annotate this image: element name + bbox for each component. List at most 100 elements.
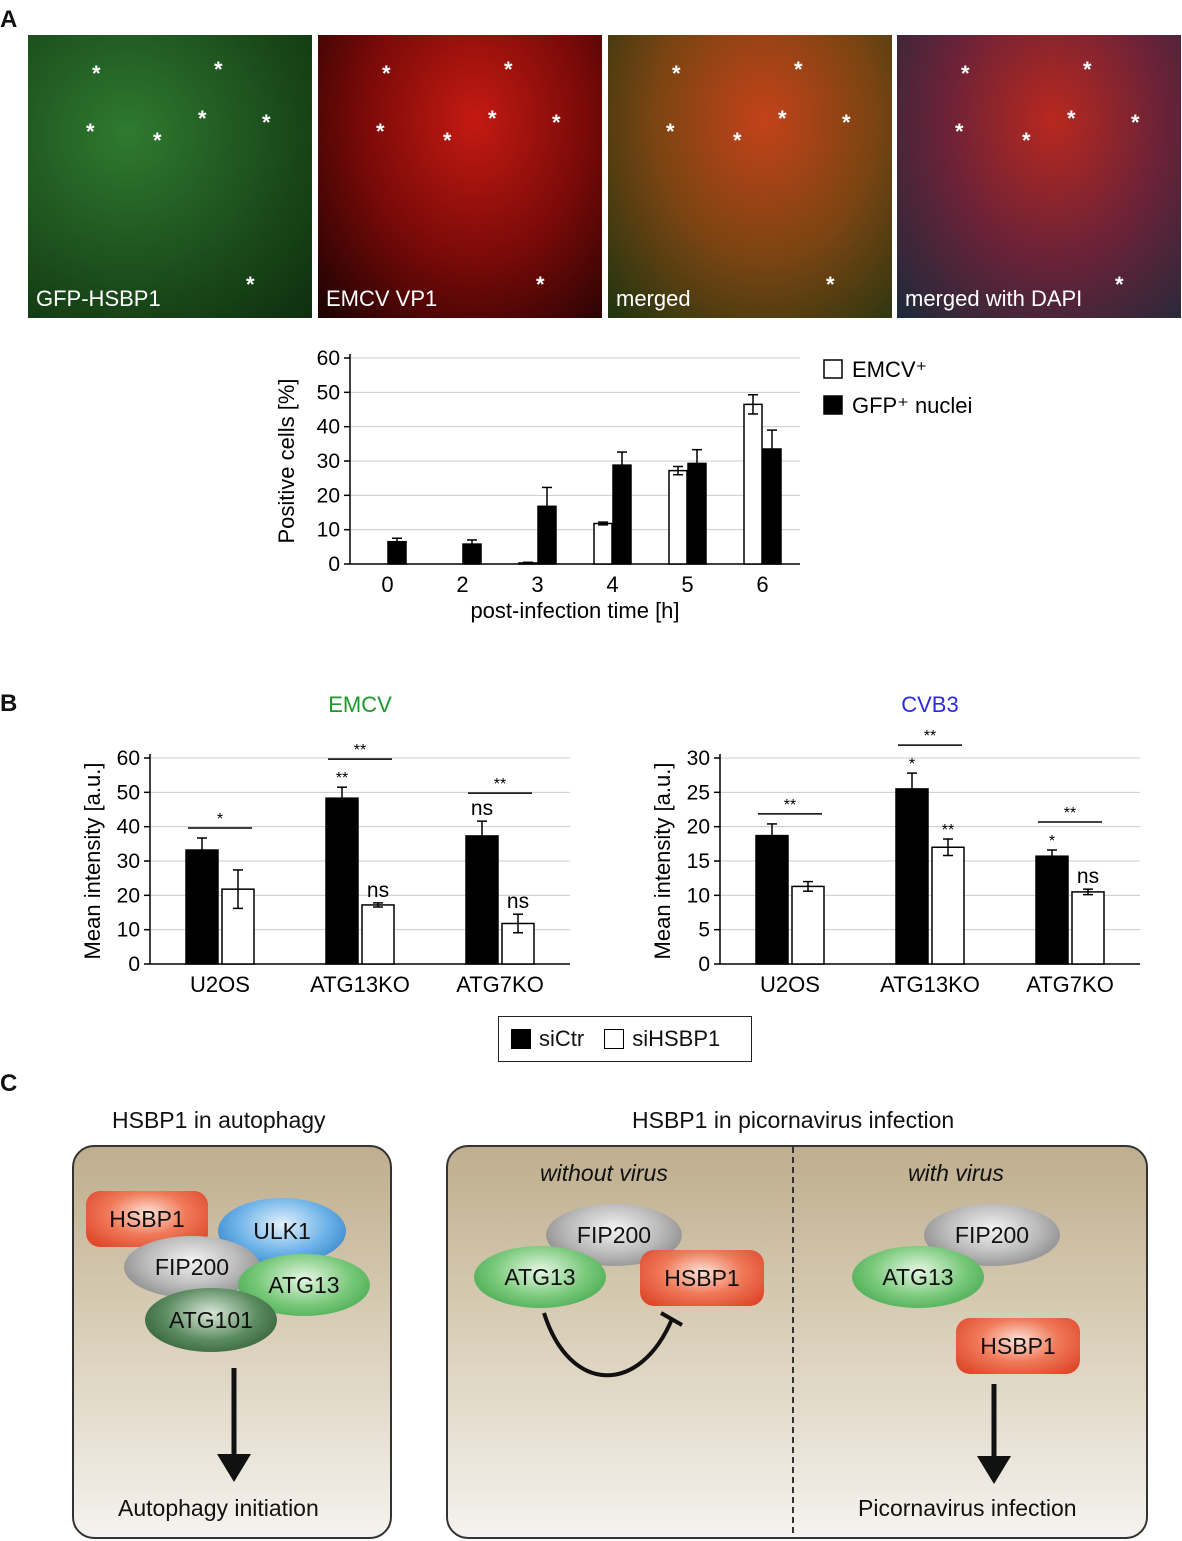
legend-label-sictr: siCtr [539,1026,585,1051]
asterisk: * [1115,272,1124,297]
chart-title: EMCV [328,692,392,717]
fip200-node: FIP200 [924,1204,1060,1266]
legend-label: EMCV⁺ [852,357,927,382]
asterisk: * [443,128,452,153]
y-tick-label: 30 [317,450,340,473]
asterisk: * [733,128,742,153]
significance-label: ** [942,822,954,839]
asterisk: * [262,110,271,135]
fip200-node: FIP200 [124,1236,260,1298]
y-tick-label: 30 [687,747,710,770]
micrograph-label: merged with DAPI [905,286,1083,311]
arrow-down-icon [977,1384,1011,1484]
y-tick-label: 20 [687,816,710,839]
y-tick-label: 5 [698,919,710,942]
bar [593,522,613,565]
x-tick-label: ATG13KO [310,972,410,997]
y-tick-label: 0 [128,953,140,976]
micrograph-emcv-vp1: * * * * * * * EMCV VP1 [318,35,602,318]
panel-label-c: C [0,1070,18,1097]
significance-label: ns [1077,865,1099,888]
significance-label: ** [784,797,796,814]
legend-swatch-sictr [511,1029,531,1049]
y-axis-label: Mean intensity [a.u.] [650,763,675,960]
asterisk: * [488,106,497,131]
significance-label: ** [336,770,348,787]
bar [1071,891,1105,965]
significance-label: * [1049,833,1055,850]
x-tick-label: U2OS [760,972,820,997]
micrograph-gfp-hsbp1: * * * * * * * GFP-HSBP1 [28,35,312,318]
asterisk: * [666,119,675,144]
hsbp1-node: HSBP1 [86,1191,208,1247]
asterisk: * [794,57,803,82]
panel-label-a: A [0,6,18,33]
y-tick-label: 60 [317,347,340,370]
bar [325,797,359,965]
legend-swatch-sihsbp1 [604,1029,625,1049]
x-tick-label: ATG13KO [880,972,980,997]
x-tick-label: 5 [681,572,693,597]
asterisk: * [778,106,787,131]
x-tick-label: ATG7KO [1026,972,1114,997]
significance-label: ns [367,879,389,902]
chart-title: CVB3 [901,692,958,717]
x-tick-label: U2OS [190,972,250,997]
without-virus-label: without virus [540,1160,668,1186]
asterisk: * [153,128,162,153]
hsbp1-node: HSBP1 [956,1318,1080,1374]
y-tick-label: 50 [317,381,340,404]
asterisk: * [955,119,964,144]
asterisk: * [214,57,223,82]
asterisk: * [536,272,545,297]
x-axis-label: post-infection time [h] [470,598,679,623]
legend-swatch [823,395,843,415]
bar [612,464,632,565]
asterisk: * [382,61,391,86]
significance-label: * [909,756,915,773]
y-tick-label: 0 [328,553,340,576]
micrograph-merged: * * * * * * * merged [608,35,892,318]
bar [791,885,825,965]
micrograph-label: merged [616,286,691,311]
legend-swatch [823,359,843,379]
micrograph-merged-dapi: * * * * * * * merged with DAPI [897,35,1181,318]
y-axis-label: Mean intensity [a.u.] [80,763,105,960]
significance-label: ** [1064,805,1076,822]
bar [668,469,688,565]
y-tick-label: 10 [317,519,340,542]
y-tick-label: 15 [687,850,710,873]
asterisk: * [198,106,207,131]
asterisk: * [376,119,385,144]
chart-positive-cells: 0 10 20 30 40 50 60 0 2 3 4 5 6 post-infection time [… [274,347,972,623]
y-tick-label: 40 [117,816,140,839]
bar [687,462,707,565]
x-tick-label: 0 [381,572,393,597]
bar [361,904,395,965]
micrograph-label: EMCV VP1 [326,286,438,311]
legend-siRNA: siCtr siHSBP1 [498,1016,752,1062]
picornavirus-infection-label: Picornavirus infection [858,1495,1077,1521]
x-tick-label: 4 [606,572,618,597]
y-tick-label: 40 [317,416,340,439]
x-tick-label: 6 [756,572,768,597]
asterisk: * [552,110,561,135]
y-tick-label: 30 [117,850,140,873]
title-hsbp1-picornavirus: HSBP1 in picornavirus infection [632,1107,955,1133]
micrograph-label: GFP-HSBP1 [36,286,161,311]
asterisk: * [961,61,970,86]
bar [743,403,763,565]
asterisk: * [842,110,851,135]
significance-label: * [217,811,223,828]
y-tick-label: 60 [117,747,140,770]
asterisk: * [826,272,835,297]
atg13-node: ATG13 [852,1246,984,1308]
x-tick-label: ATG7KO [456,972,544,997]
y-tick-label: 20 [117,884,140,907]
significance-label: ** [354,742,366,759]
significance-label: ns [471,797,493,820]
atg13-node: ATG13 [474,1246,606,1308]
bar [465,835,499,965]
title-hsbp1-autophagy: HSBP1 in autophagy [112,1107,326,1133]
